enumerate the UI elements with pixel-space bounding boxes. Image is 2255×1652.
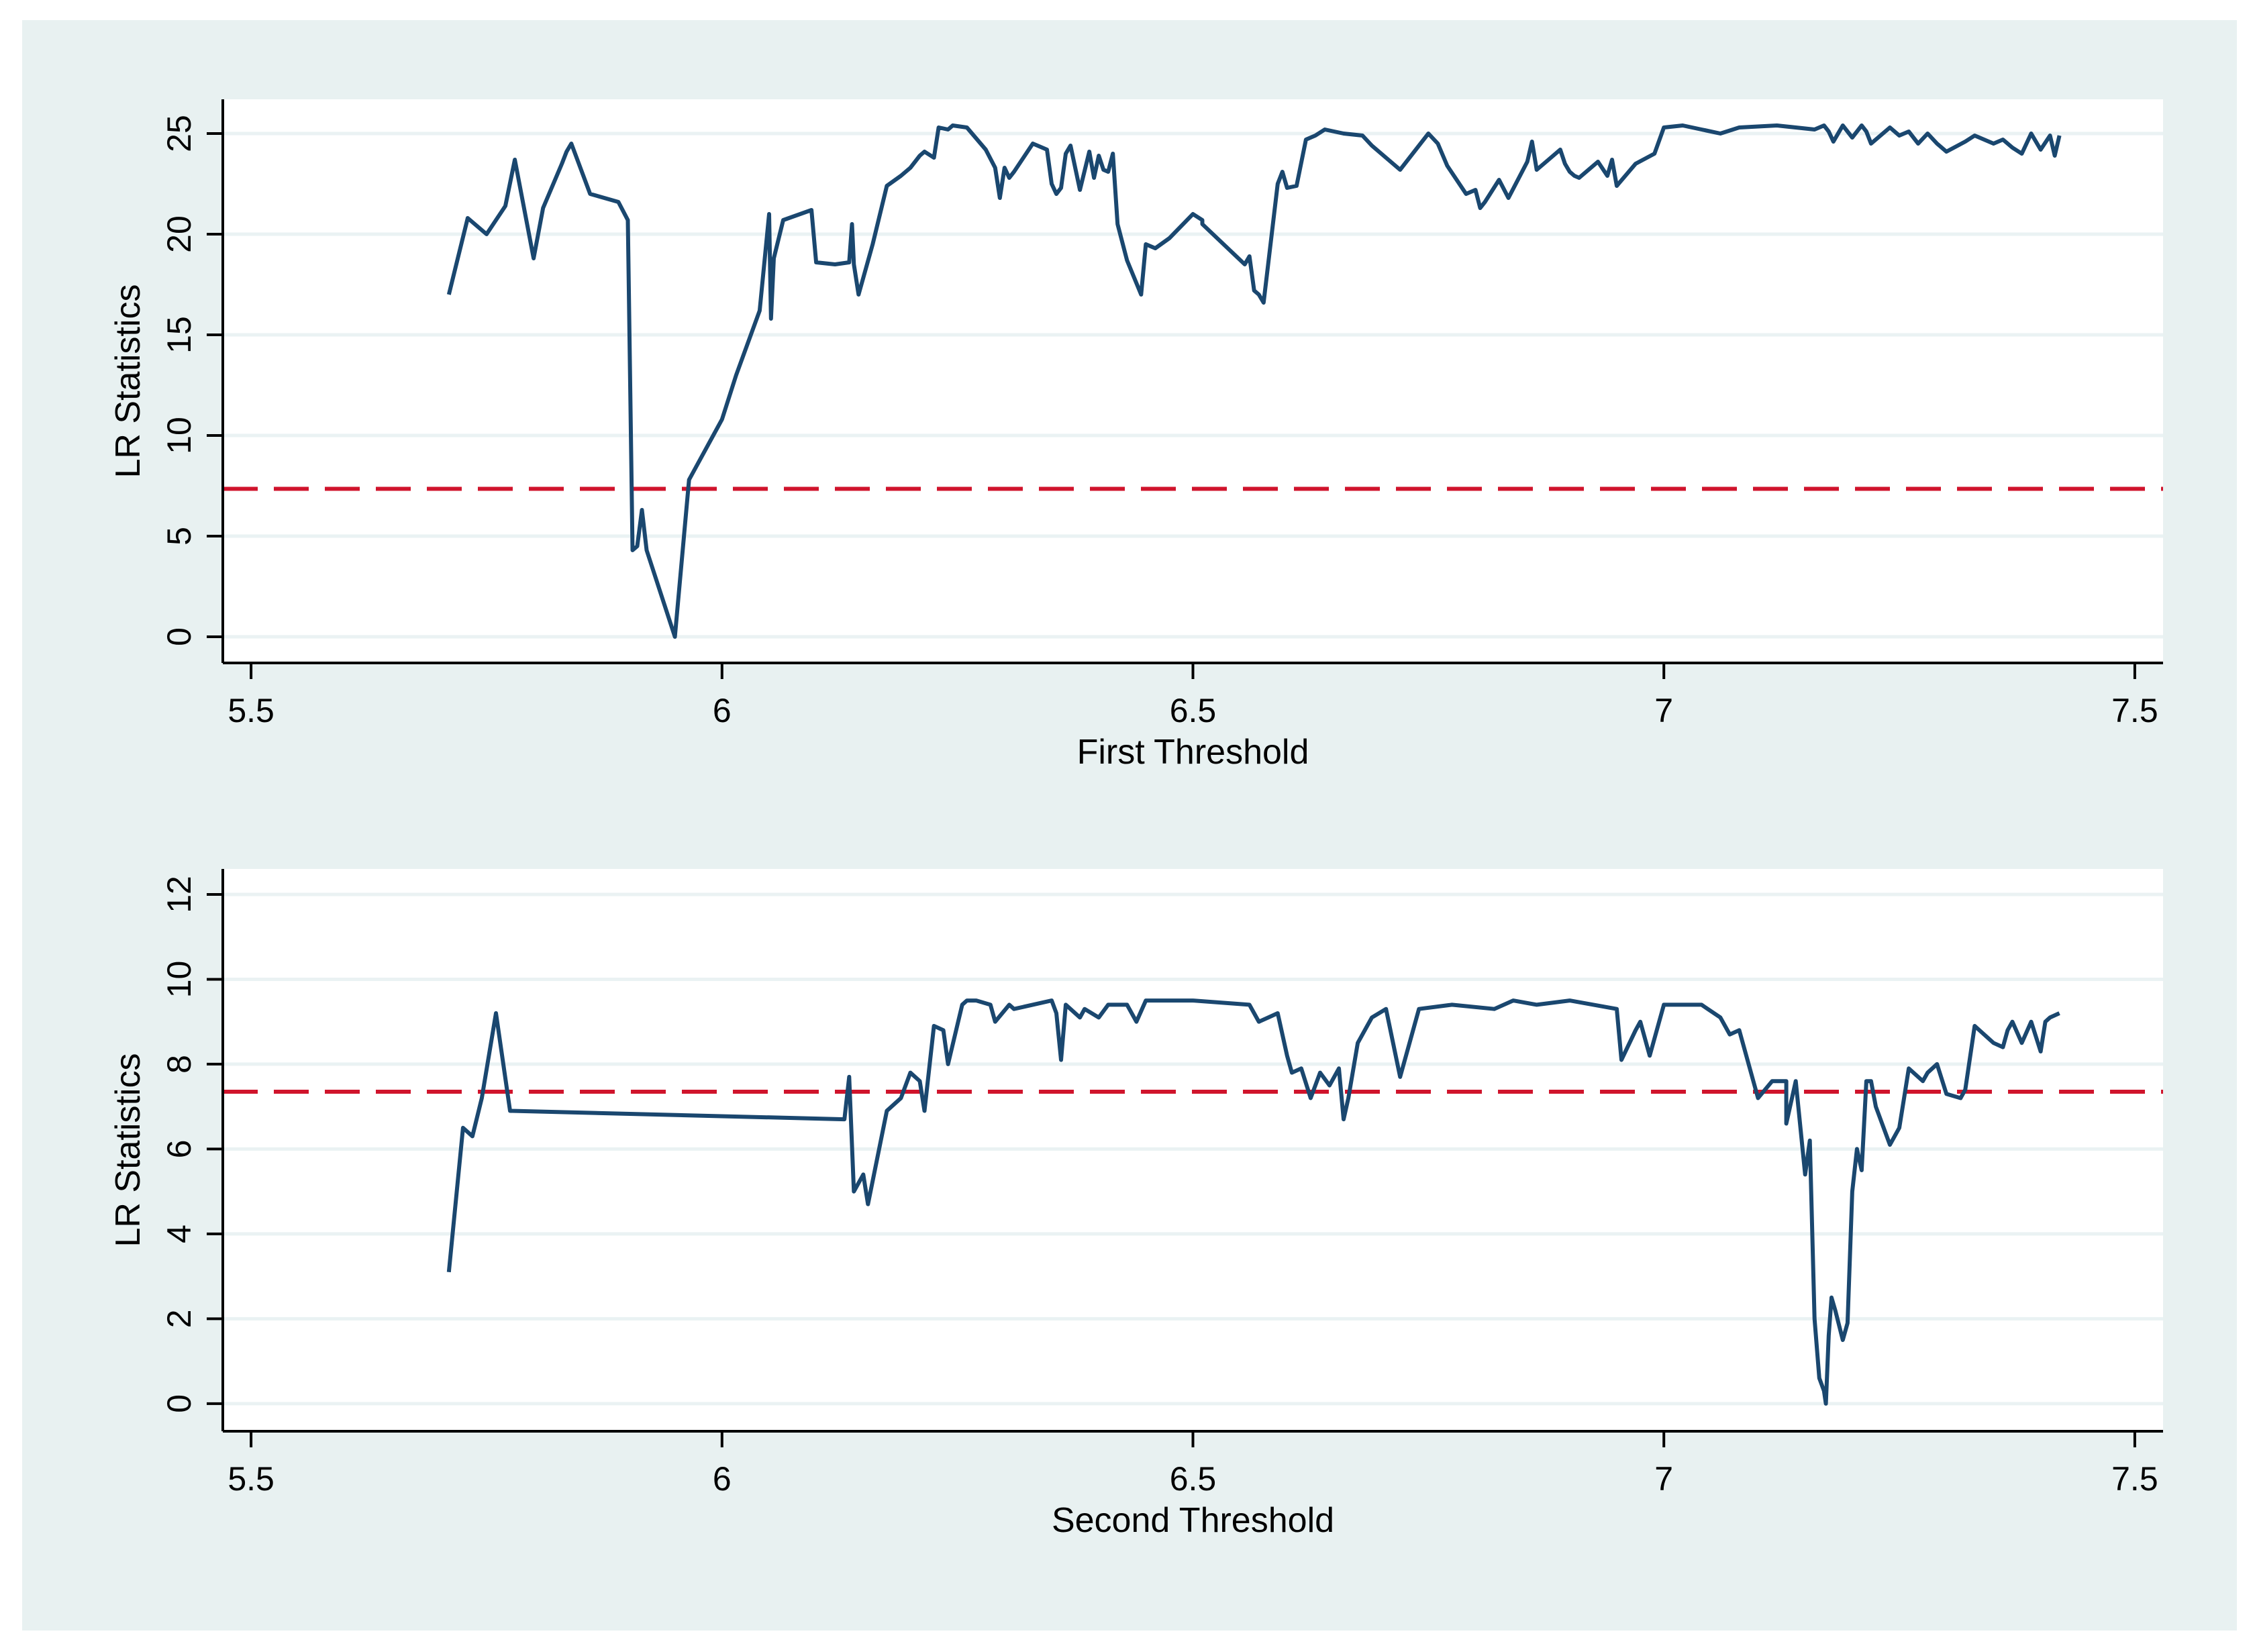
x-axis-title: Second Threshold: [1052, 1501, 1334, 1540]
x-tick-label: 7: [1654, 1460, 1673, 1498]
x-tick-label: 7.5: [2111, 692, 2158, 729]
y-axis-ticks: 0 5 10 15 20 25: [160, 115, 223, 646]
y-tick-label: 6: [160, 1140, 198, 1159]
x-axis-title: First Threshold: [1077, 733, 1309, 772]
y-tick-label: 2: [160, 1309, 198, 1328]
y-axis-ticks: 0 2 4 6 8 10 12: [160, 876, 223, 1413]
y-axis-title: LR Statistics: [109, 1053, 148, 1247]
x-tick-label: 6: [713, 692, 732, 729]
x-tick-label: 6: [713, 1460, 732, 1498]
y-tick-label: 4: [160, 1225, 198, 1243]
x-tick-label: 6.5: [1170, 1460, 1217, 1498]
y-tick-label: 0: [160, 627, 198, 646]
y-tick-label: 5: [160, 527, 198, 546]
plot-area-background: [223, 99, 2163, 663]
y-tick-label: 25: [160, 115, 198, 152]
x-tick-label: 6.5: [1170, 692, 1217, 729]
y-tick-label: 10: [160, 417, 198, 454]
x-tick-label: 7.5: [2111, 1460, 2158, 1498]
y-tick-label: 8: [160, 1055, 198, 1074]
y-tick-label: 15: [160, 316, 198, 354]
y-tick-label: 20: [160, 215, 198, 253]
lr-statistic-line: [446, 123, 2062, 639]
y-tick-label: 12: [160, 876, 198, 913]
x-axis-ticks: 5.5 6 6.5 7 7.5: [228, 663, 2158, 729]
y-tick-label: 0: [160, 1394, 198, 1413]
y-axis-title: LR Statistics: [109, 285, 148, 478]
gridlines: [223, 892, 2163, 1406]
x-axis-ticks: 5.5 6 6.5 7 7.5: [228, 1431, 2158, 1498]
panel-second-threshold: 0 2 4 6 8 10 12 5.5 6 6.5 7 7.5 LR Statistics Seco…: [109, 869, 2163, 1540]
lr-statistic-line: [446, 998, 2060, 1406]
x-tick-label: 5.5: [228, 692, 274, 729]
y-tick-label: 10: [160, 961, 198, 998]
x-tick-label: 7: [1654, 692, 1673, 729]
panel-first-threshold: 0 5 10 15 20 25 5.5 6 6.5 7 7.5 LR Statistics Fir…: [109, 99, 2163, 772]
x-tick-label: 5.5: [228, 1460, 274, 1498]
